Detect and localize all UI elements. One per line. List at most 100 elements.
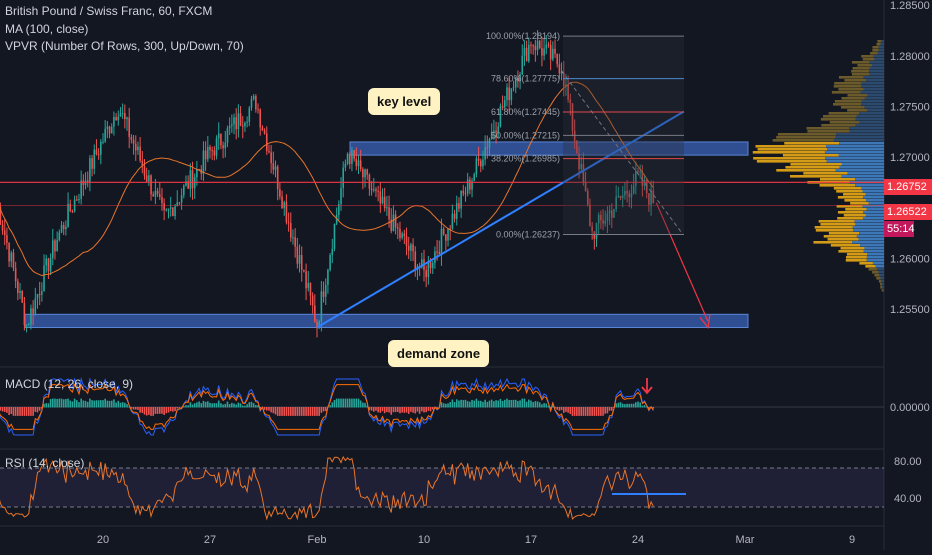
candle-body [97,154,100,156]
macd-histogram-bar [617,402,620,408]
macd-histogram-bar [645,406,648,408]
candle-body [145,175,148,182]
macd-histogram-bar [525,401,528,408]
candle-body [584,182,587,191]
candle-body [471,180,473,190]
candle-body [314,305,316,322]
candle-body [102,141,104,143]
vpvr-bar-down [852,241,884,244]
candle-body [554,48,556,54]
macd-histogram-bar [65,398,67,408]
macd-histogram-bar [187,405,189,408]
candle-body [383,196,386,209]
vpvr-bar-up [877,40,881,43]
key-level-callout: key level [368,88,441,115]
candle-body [270,152,272,164]
macd-histogram-bar [97,400,100,408]
vpvr-bar-down [879,274,884,277]
vpvr-bar-up [841,97,865,100]
candle-body [576,140,578,154]
macd-histogram-bar [38,407,41,411]
macd-histogram-bar [538,402,541,408]
candle-body [652,190,655,203]
candle-body [517,78,519,82]
candle-body [244,122,246,127]
candle-body [388,207,390,220]
vpvr-bar-down [878,271,884,274]
y-tick-label: 1.26000 [890,254,930,266]
candle-body [198,168,200,170]
candle-body [626,190,628,194]
macd-histogram-bar [21,407,24,416]
candle-body [484,147,486,160]
macd-histogram-bar [344,398,347,408]
candle-body [49,257,52,272]
candle-body [34,298,37,314]
macd-histogram-bar [604,407,607,414]
candle-body [613,209,615,218]
candle-body [630,193,633,198]
macd-histogram-bar [130,407,133,409]
candle-body [346,153,349,164]
macd-histogram-bar [126,404,128,408]
vpvr-bar-down [856,235,884,238]
macd-histogram-bar [231,402,233,408]
candle-body [390,219,393,232]
candle-body [305,271,307,289]
y-tick-label: 1.28000 [890,51,930,63]
macd-histogram-bar [178,407,181,409]
candle-body [281,196,283,209]
macd-histogram-bar [58,398,61,408]
candle-body [582,164,585,183]
candle-body [1,224,4,231]
macd-histogram-bar [141,407,144,413]
vpvr-bar-up [790,175,842,178]
candle-body [259,109,262,128]
candle-body [58,232,61,241]
macd-histogram-bar [469,401,471,408]
candle-body [65,226,67,230]
macd-histogram-bar [255,405,257,408]
macd-histogram-bar [259,407,262,409]
macd-histogram-bar [172,407,174,412]
candle-body [521,55,524,75]
candle-body [567,84,569,100]
candle-body [311,295,314,306]
macd-histogram-bar [628,403,631,408]
macd-histogram-bar [119,402,122,408]
macd-histogram-bar [643,405,646,408]
y-tick-label: 1.25500 [890,304,930,316]
macd-histogram-bar [143,407,146,415]
vpvr-bar-up [868,268,878,271]
macd-line [0,377,654,436]
candle-body [344,163,347,168]
vpvr-bar-down [833,139,884,142]
candle-body [595,223,598,239]
candle-body [453,213,456,219]
macd-histogram-bar [12,407,15,416]
vpvr-bar-up [837,211,864,214]
vpvr-bar-down [864,106,884,109]
macd-histogram-bar [493,401,495,408]
vpvr-bar-down [877,52,884,55]
macd-histogram-bar [486,401,489,408]
macd-histogram-bar [335,398,338,408]
macd-histogram-bar [377,407,379,413]
candle-body [558,64,561,74]
candle-body [51,240,54,258]
macd-histogram-bar [263,407,266,410]
candle-body [523,47,526,56]
vpvr-bar-up [865,265,876,268]
projection-arrowhead [699,314,711,329]
candle-body [167,208,170,210]
vpvr-bar-down [866,256,884,259]
candle-body [23,302,26,325]
candle-body [329,254,331,270]
macd-histogram-bar [100,400,102,408]
macd-histogram-bar [108,400,111,408]
candle-body [427,261,430,278]
macd-histogram-bar [375,407,377,411]
macd-histogram-bar [517,401,519,408]
